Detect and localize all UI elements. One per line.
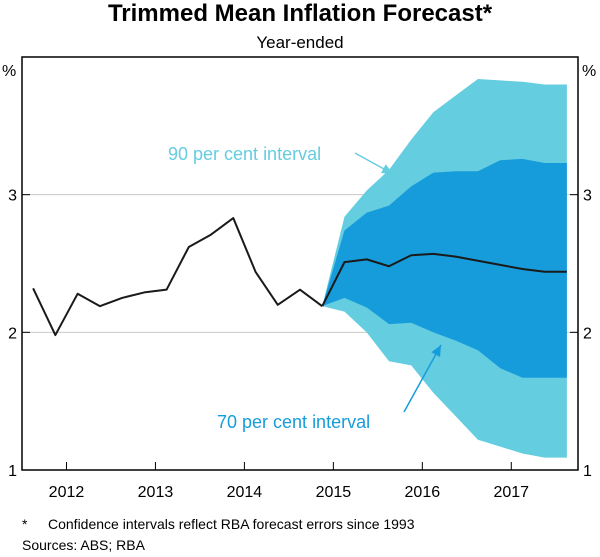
footnote: * Confidence intervals reflect RBA foreca… bbox=[22, 516, 415, 533]
y-tick-label-left-2: 2 bbox=[8, 325, 17, 342]
line-forecast bbox=[321, 252, 567, 307]
chart-subtitle: Year-ended bbox=[256, 33, 344, 52]
y-tick-label-right-3: 3 bbox=[583, 188, 592, 205]
band-70 bbox=[322, 158, 567, 378]
arrow-90-head bbox=[380, 164, 393, 174]
interval-bands bbox=[322, 79, 567, 458]
y-tick-label-right-1: 1 bbox=[583, 463, 592, 480]
plot-frame bbox=[21, 56, 579, 471]
arrow-70-head bbox=[431, 345, 441, 358]
x-tick-label-2015: 2015 bbox=[316, 484, 352, 501]
arrow-70-shaft bbox=[403, 344, 442, 413]
annotations: 90 per cent interval 70 per cent interva… bbox=[168, 144, 442, 432]
y-axis-unit-right: % bbox=[582, 63, 596, 80]
axis-labels: 1 1 2 2 3 3 2012 2013 2014 2015 2016 2017 bbox=[8, 188, 592, 501]
x-tick-label-2012: 2012 bbox=[49, 484, 85, 501]
annotation-70-interval: 70 per cent interval bbox=[217, 412, 370, 432]
source-note: Sources: ABS; RBA bbox=[22, 537, 145, 553]
x-tick-label-2014: 2014 bbox=[227, 484, 263, 501]
footnote-text: Confidence intervals reflect RBA forecas… bbox=[48, 516, 415, 532]
x-tick-label-2017: 2017 bbox=[493, 484, 529, 501]
y-axis-unit-left: % bbox=[2, 63, 16, 80]
y-tick-label-right-2: 2 bbox=[583, 325, 592, 342]
series-lines bbox=[32, 217, 567, 337]
annotation-90-interval: 90 per cent interval bbox=[168, 144, 321, 164]
x-tick-label-2016: 2016 bbox=[405, 484, 441, 501]
line-actual bbox=[32, 217, 323, 337]
axis-ticks bbox=[22, 194, 578, 471]
y-tick-label-left-3: 3 bbox=[8, 188, 17, 205]
x-tick-label-2013: 2013 bbox=[138, 484, 174, 501]
footnote-mark: * bbox=[22, 516, 28, 532]
y-tick-label-left-1: 1 bbox=[8, 463, 17, 480]
chart-title: Trimmed Mean Inflation Forecast* bbox=[107, 0, 493, 27]
